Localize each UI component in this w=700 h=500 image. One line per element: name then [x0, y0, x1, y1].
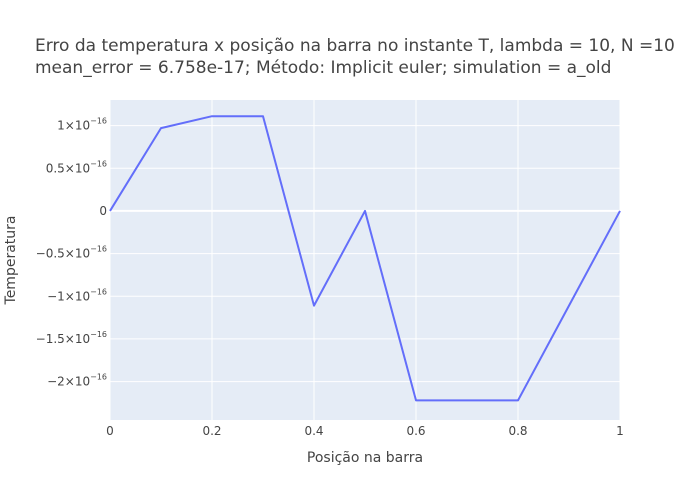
y-tick-label: 0 [99, 204, 107, 218]
y-tick-label: 0.5×10−16 [46, 159, 107, 175]
chart-title-line-2: mean_error = 6.758e-17; Método: Implicit… [35, 58, 611, 78]
x-tick-label: 1 [616, 424, 624, 438]
y-tick-label: −2×10−16 [47, 373, 107, 389]
grid-lines [109, 100, 621, 420]
y-tick-label: −1.5×10−16 [36, 330, 107, 346]
chart-title-line-1: Erro da temperatura x posição na barra n… [35, 36, 675, 56]
y-axis-ticks: 1×10−16 0.5×10−16 0 −0.5×10−16 −1×10−16 −1.5×… [36, 117, 107, 389]
y-tick-label: 1×10−16 [57, 117, 107, 133]
x-tick-label: 0.4 [304, 424, 323, 438]
y-tick-label: −1×10−16 [47, 287, 107, 303]
series-layer [109, 115, 621, 402]
x-axis-title: Posição na barra [307, 450, 423, 466]
x-axis-ticks: 0 0.2 0.4 0.6 0.8 1 [106, 424, 624, 438]
x-tick-label: 0.8 [508, 424, 527, 438]
x-tick-label: 0.2 [202, 424, 221, 438]
x-tick-label: 0 [106, 424, 114, 438]
plot-area [110, 100, 620, 420]
y-tick-label: −0.5×10−16 [36, 245, 107, 261]
x-tick-label: 0.6 [406, 424, 425, 438]
y-axis-title: Temperatura [3, 216, 19, 306]
